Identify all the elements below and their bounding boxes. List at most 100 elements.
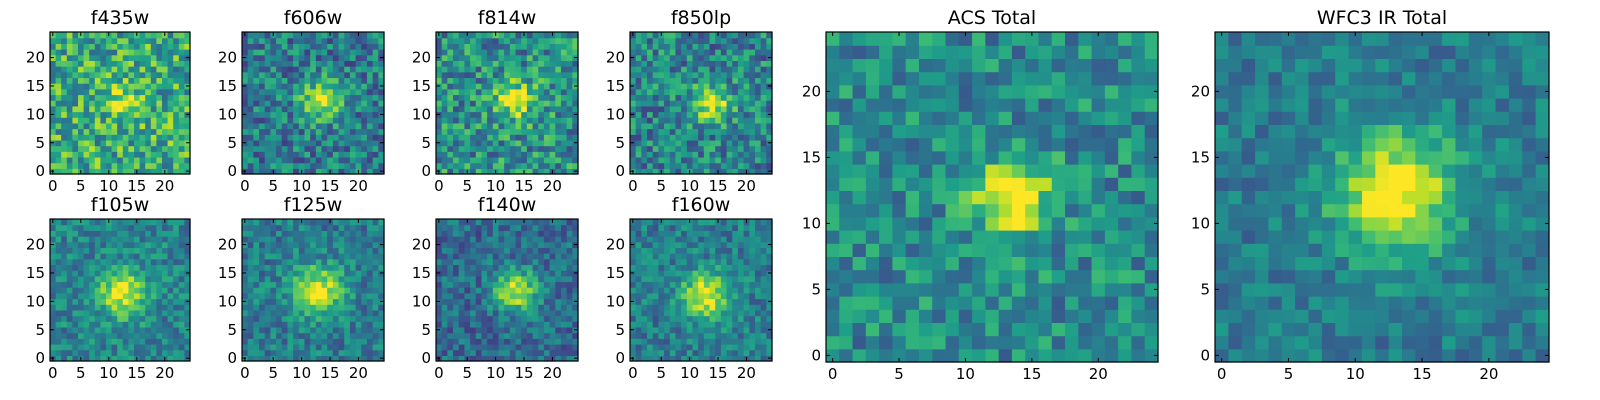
- heatmap-cell: [698, 287, 705, 294]
- heatmap-cell: [298, 230, 306, 237]
- heatmap-cell: [737, 326, 745, 334]
- heatmap-cell: [652, 281, 659, 288]
- heatmap-cell: [61, 230, 68, 237]
- heatmap-cell: [692, 37, 699, 44]
- heatmap-cell: [686, 321, 694, 328]
- heatmap-cell: [526, 156, 534, 164]
- heatmap-cell: [538, 236, 545, 243]
- heatmap-cell: [372, 309, 379, 317]
- heatmap-cell: [150, 100, 157, 107]
- heatmap-cell: [139, 292, 146, 300]
- heatmap-cell: [162, 298, 169, 305]
- heatmap-cell: [675, 332, 682, 339]
- heatmap-cell: [703, 122, 711, 130]
- heatmap-cell: [458, 49, 465, 56]
- heatmap-cell: [743, 122, 750, 130]
- heatmap-cell: [515, 66, 522, 73]
- heatmap-cell: [481, 54, 488, 61]
- heatmap-cell: [498, 88, 505, 96]
- heatmap-cell: [150, 162, 157, 169]
- heatmap-cell: [754, 37, 762, 44]
- heatmap-cell: [310, 77, 317, 84]
- heatmap-cell: [532, 122, 539, 130]
- heatmap-cell: [641, 83, 648, 90]
- heatmap-cell: [83, 32, 90, 39]
- heatmap-cell: [458, 326, 465, 334]
- heatmap-cell: [349, 111, 357, 118]
- heatmap-cell: [766, 117, 773, 124]
- heatmap-cell: [641, 139, 648, 147]
- heatmap-cell: [441, 326, 448, 334]
- heatmap-cell: [344, 151, 351, 158]
- heatmap-cell: [117, 37, 124, 44]
- heatmap-cell: [167, 338, 174, 345]
- heatmap-cell: [441, 241, 448, 248]
- heatmap-cell: [664, 71, 671, 79]
- heatmap-cell: [652, 332, 659, 339]
- heatmap-cell: [743, 332, 750, 339]
- heatmap-cell: [72, 253, 79, 260]
- x-tick-label: 5: [76, 177, 86, 195]
- heatmap-cell: [538, 100, 545, 107]
- heatmap-cell: [675, 117, 682, 124]
- heatmap-cell: [128, 338, 135, 345]
- heatmap-cell: [572, 151, 579, 158]
- heatmap-cell: [447, 304, 454, 311]
- heatmap-cell: [652, 292, 659, 300]
- y-tick-label: 10: [26, 105, 45, 123]
- heatmap-cell: [327, 100, 334, 107]
- heatmap-cell: [61, 117, 68, 124]
- heatmap-cell: [259, 77, 266, 84]
- heatmap-cell: [549, 315, 556, 322]
- heatmap-cell: [664, 88, 671, 96]
- heatmap-cell: [447, 292, 454, 300]
- heatmap-cell: [66, 241, 73, 248]
- heatmap-cell: [698, 326, 705, 334]
- heatmap-cell: [173, 230, 180, 237]
- heatmap-cell: [349, 134, 357, 141]
- heatmap-cell: [50, 145, 57, 152]
- heatmap-cell: [652, 105, 659, 113]
- heatmap-cell: [543, 94, 551, 101]
- heatmap-cell: [349, 338, 357, 345]
- heatmap-cell: [293, 122, 300, 130]
- heatmap-cell: [111, 83, 118, 90]
- heatmap-cell: [361, 309, 368, 317]
- heatmap-cell: [453, 281, 460, 288]
- heatmap-cell: [128, 162, 135, 169]
- heatmap-cell: [344, 321, 351, 328]
- y-tick-label: 15: [606, 77, 625, 95]
- heatmap-cell: [464, 128, 471, 135]
- heatmap-cell: [720, 134, 728, 141]
- heatmap-cell: [652, 355, 659, 362]
- heatmap-cell: [732, 77, 739, 84]
- heatmap-cell: [106, 315, 113, 322]
- heatmap-cell: [156, 83, 163, 90]
- heatmap-cell: [338, 128, 345, 135]
- heatmap-cell: [270, 77, 277, 84]
- heatmap-cell: [145, 287, 152, 294]
- heatmap-cell: [481, 111, 488, 118]
- heatmap-cell: [372, 287, 379, 294]
- heatmap-cell: [453, 105, 460, 113]
- heatmap-cell: [498, 315, 505, 322]
- heatmap-cell: [106, 43, 113, 50]
- heatmap-cell: [441, 292, 448, 300]
- heatmap-cell: [560, 128, 568, 135]
- heatmap-cell: [361, 168, 368, 175]
- heatmap-cell: [293, 253, 300, 260]
- heatmap-cell: [669, 43, 677, 50]
- heatmap-cell: [167, 139, 174, 147]
- heatmap-cell: [78, 151, 85, 158]
- heatmap-cell: [470, 54, 477, 61]
- heatmap-cell: [276, 281, 283, 288]
- heatmap-cell: [521, 105, 528, 113]
- heatmap-cell: [94, 230, 101, 237]
- heatmap-cell: [321, 156, 328, 164]
- heatmap-cell: [487, 315, 494, 322]
- heatmap-cell: [760, 151, 767, 158]
- heatmap-cell: [145, 71, 152, 79]
- heatmap-cell: [338, 236, 345, 243]
- heatmap-cell: [298, 54, 306, 61]
- heatmap-cell: [453, 264, 460, 271]
